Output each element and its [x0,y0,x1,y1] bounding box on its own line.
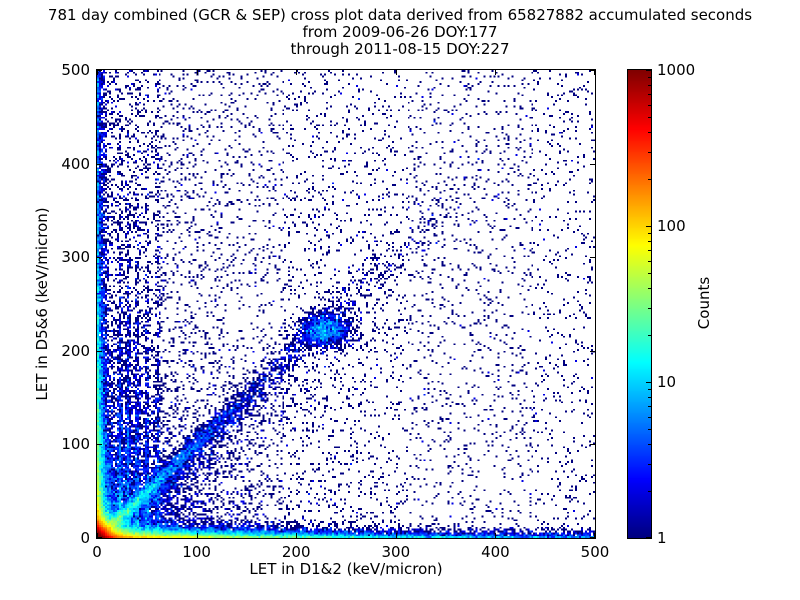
colorbar-tick [646,226,651,227]
x-tick-label: 0 [92,543,102,561]
y-tick-left [97,257,102,258]
x-axis-label: LET in D1&2 (keV/micron) [249,560,443,578]
x-tick-bottom [495,533,496,538]
colorbar-gradient-canvas [628,70,651,538]
x-tick-bottom [197,533,198,538]
x-tick-bottom [296,533,297,538]
colorbar-minor-tick [648,464,651,465]
colorbar-tick [646,537,651,538]
colorbar-minor-tick [648,132,651,133]
y-tick-left [97,70,102,71]
colorbar-minor-tick [648,261,651,262]
colorbar-minor-tick [648,429,651,430]
plot-area [96,69,596,539]
y-tick-label: 500 [61,61,90,79]
colorbar [627,69,652,539]
x-tick-label: 400 [481,543,510,561]
y-tick-label: 200 [61,341,90,360]
title-line-3: through 2011-08-15 DOY:227 [290,40,510,58]
y-tick-right [590,164,595,165]
colorbar-minor-tick [648,105,651,106]
colorbar-minor-tick [648,288,651,289]
scatter-canvas [97,70,595,538]
colorbar-minor-tick [648,335,651,336]
x-tick-label: 200 [281,543,311,561]
colorbar-minor-tick [648,241,651,242]
colorbar-minor-tick [648,389,651,390]
colorbar-tick-label: 100 [657,217,686,235]
x-tick-top [97,70,98,75]
y-tick-label: 100 [61,435,90,454]
title-line-2: from 2009-06-26 DOY:177 [302,23,498,41]
colorbar-tick-label: 10 [657,373,677,391]
colorbar-tick-label: 1 [657,529,667,547]
x-tick-top [296,70,297,75]
y-tick-label: 400 [61,154,90,173]
colorbar-label: Counts [695,276,713,330]
colorbar-minor-tick [648,406,651,407]
x-tick-top [594,70,595,75]
colorbar-tick [646,70,651,71]
y-tick-left [97,164,102,165]
y-axis-label: LET in D5&6 (keV/micron) [33,207,51,401]
x-tick-top [495,70,496,75]
colorbar-minor-tick [648,308,651,309]
colorbar-tick-label: 1000 [657,61,696,79]
colorbar-minor-tick [648,77,651,78]
colorbar-minor-tick [648,250,651,251]
x-tick-bottom [97,533,98,538]
x-tick-label: 100 [182,543,211,561]
y-tick-right [590,537,595,538]
y-tick-label: 0 [80,529,90,547]
y-tick-right [590,257,595,258]
colorbar-minor-tick [648,233,651,234]
y-tick-left [97,537,102,538]
y-tick-left [97,351,102,352]
colorbar-minor-tick [648,273,651,274]
title-line-1: 781 day combined (GCR & SEP) cross plot … [47,6,753,24]
colorbar-minor-tick [648,94,651,95]
y-tick-right [590,444,595,445]
x-tick-bottom [396,533,397,538]
colorbar-minor-tick [648,117,651,118]
colorbar-tick [646,382,651,383]
x-tick-label: 500 [580,543,610,561]
x-tick-top [197,70,198,75]
y-tick-label: 300 [61,248,90,267]
y-tick-right [590,70,595,71]
colorbar-minor-tick [648,491,651,492]
y-tick-right [590,351,595,352]
x-tick-top [396,70,397,75]
colorbar-minor-tick [648,85,651,86]
colorbar-minor-tick [648,152,651,153]
colorbar-minor-tick [648,444,651,445]
x-tick-label: 300 [381,543,411,561]
colorbar-minor-tick [648,179,651,180]
y-tick-left [97,444,102,445]
colorbar-minor-tick [648,397,651,398]
colorbar-minor-tick [648,417,651,418]
x-tick-bottom [594,533,595,538]
figure-title: 781 day combined (GCR & SEP) cross plot … [0,7,800,58]
